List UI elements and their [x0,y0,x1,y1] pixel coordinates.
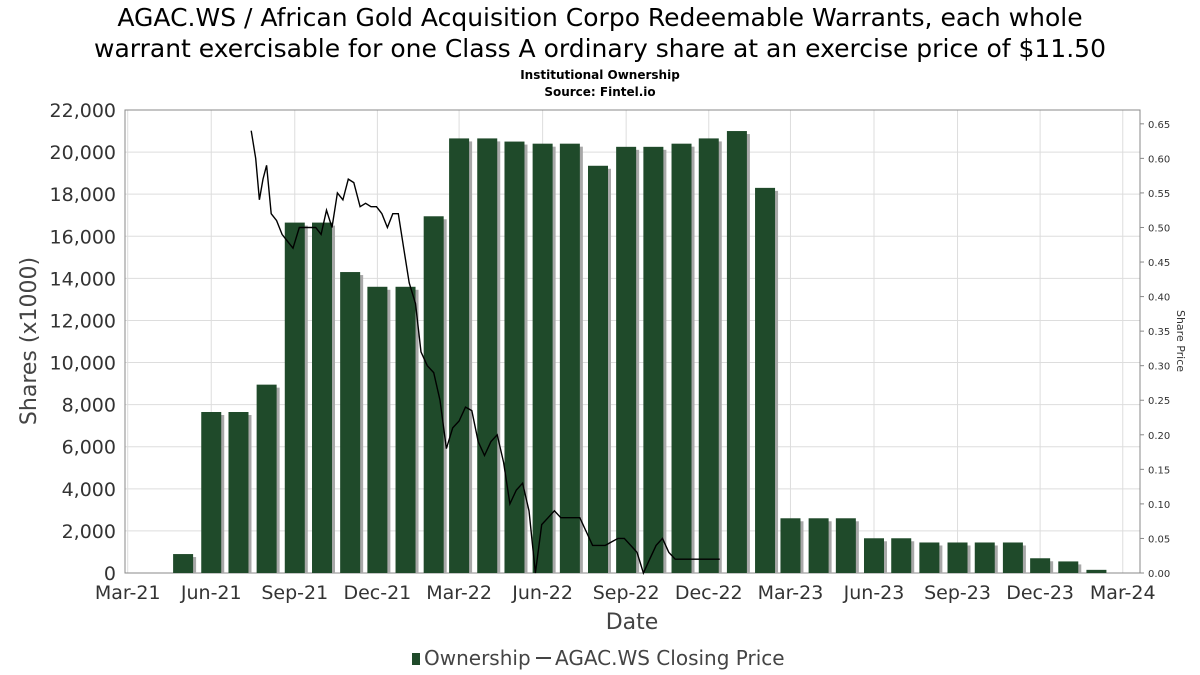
y2-tick-label: 0.55 [1148,189,1170,200]
x-tick-label: Sep-21 [261,582,328,604]
ownership-bars [173,131,1110,574]
y-tick-label: 2,000 [62,521,116,543]
ownership-bar [616,146,637,574]
y-tick-label: 6,000 [62,437,116,459]
y-tick-label: 16,000 [50,226,116,248]
y-tick-label: 22,000 [50,100,116,122]
ownership-bar [698,138,719,573]
ownership-bar [367,286,388,573]
y2-tick-label: 0.00 [1148,569,1170,580]
ownership-bar [256,384,277,573]
ownership-bar [395,286,416,573]
ownership-bar [643,146,664,574]
x-tick-label: Dec-22 [675,582,743,604]
ownership-bar [477,138,498,573]
ownership-bar [808,518,829,573]
ownership-bar [201,412,222,573]
ownership-bar [863,538,884,573]
legend-ownership-swatch [412,653,420,665]
ownership-bar [423,216,444,573]
ownership-bar [532,143,553,573]
chart-title-line2: warrant exercisable for one Class A ordi… [94,34,1106,63]
ownership-bar [588,165,609,574]
y-tick-label: 12,000 [50,310,116,332]
ownership-bar [559,143,580,573]
ownership-bar [1058,561,1079,573]
ownership-bar [228,412,249,573]
price-line [250,130,720,575]
ownership-bar [284,222,305,573]
x-tick-label: Mar-22 [426,582,492,604]
ownership-bar [780,518,801,573]
ownership-bar [835,518,856,573]
x-tick-label: Mar-23 [758,582,824,604]
y-axis-label: Shares (x1000) [17,257,42,425]
legend: Ownership AGAC.WS Closing Price [412,646,785,670]
ownership-bar [671,143,692,573]
ownership-bar [1002,542,1023,573]
ownership-bar [974,542,995,573]
y-tick-label: 10,000 [50,353,116,375]
x-axis-tick-labels: Mar-21 Jun-21 Sep-21 Dec-21 Mar-22 Jun-22 Sep-… [95,582,1156,604]
chart-title-line1: AGAC.WS / African Gold Acquisition Corpo… [117,3,1083,32]
y2-tick-label: 0.15 [1148,465,1170,476]
x-tick-label: Mar-21 [95,582,161,604]
y-axis-tick-labels: 0 2,000 4,000 6,000 8,000 10,000 12,000 14,000 1… [50,100,116,585]
y2-tick-label: 0.65 [1148,120,1170,131]
y2-tick-label: 0.30 [1148,362,1170,373]
x-tick-label: Mar-24 [1090,582,1156,604]
ownership-bar [173,554,194,573]
ownership-bar [449,138,470,573]
x-tick-label: Jun-22 [511,582,573,604]
y2-axis-label: Share Price [1174,310,1187,372]
x-tick-label: Sep-22 [593,582,660,604]
y-tick-label: 14,000 [50,268,116,290]
legend-ownership-label: Ownership [424,646,531,670]
x-tick-label: Jun-21 [180,582,242,604]
ownership-bar [1030,558,1051,573]
x-axis-label: Date [606,610,659,635]
legend-price-label: AGAC.WS Closing Price [555,646,785,670]
y2-tick-label: 0.20 [1148,431,1170,442]
y2-tick-label: 0.50 [1148,223,1170,234]
ownership-bar [1086,569,1107,573]
chart-subtitle: Institutional Ownership [520,68,680,82]
ownership-bar [340,272,361,573]
x-tick-label: Jun-23 [843,582,905,604]
y2-axis-tick-labels: 0.00 0.05 0.10 0.15 0.20 0.25 0.30 0.35 0.40 0.45… [1140,120,1170,580]
ownership-bar [947,542,968,573]
y-tick-label: 20,000 [50,142,116,164]
y2-tick-label: 0.35 [1148,327,1170,338]
x-tick-label: Dec-21 [343,582,411,604]
chart-title: AGAC.WS / African Gold Acquisition Corpo… [0,2,1200,64]
ownership-bar [891,538,912,573]
ownership-bar [919,542,940,573]
ownership-bar [726,131,747,573]
y2-tick-label: 0.25 [1148,396,1170,407]
y-tick-label: 4,000 [62,479,116,501]
y2-tick-label: 0.10 [1148,500,1170,511]
y2-tick-label: 0.05 [1148,534,1170,545]
x-tick-label: Sep-23 [924,582,991,604]
y-tick-label: 18,000 [50,184,116,206]
chart-source: Source: Fintel.io [544,85,656,99]
ownership-bar [504,141,525,573]
y2-tick-label: 0.45 [1148,258,1170,269]
x-tick-label: Dec-23 [1006,582,1074,604]
y-tick-label: 8,000 [62,395,116,417]
ownership-bar [312,222,333,573]
ownership-bar [755,187,776,574]
y-tick-label: 0 [104,563,116,585]
y2-tick-label: 0.60 [1148,154,1170,165]
y2-tick-label: 0.40 [1148,293,1170,304]
